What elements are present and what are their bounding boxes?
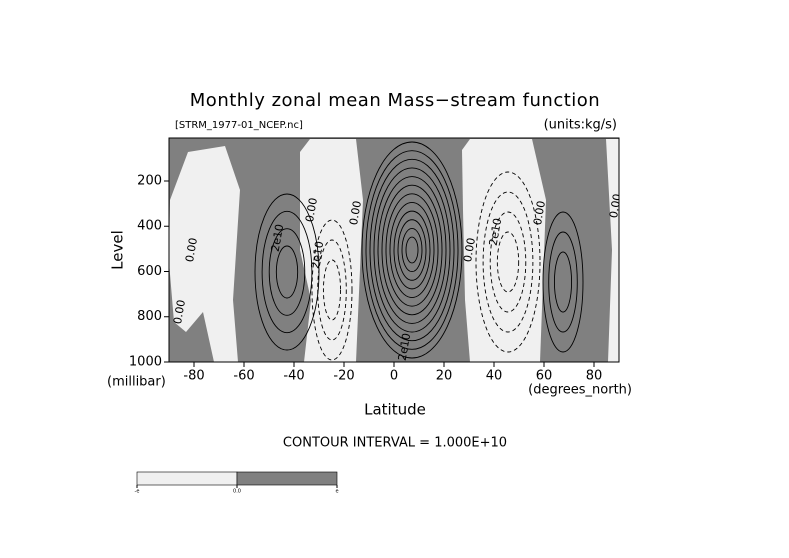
contour-label: 0.00: [303, 197, 320, 223]
contour-label: 2e10: [309, 240, 327, 270]
contour-line: [496, 231, 520, 293]
x-tick-label: -40: [283, 369, 304, 384]
contour-line: [401, 227, 423, 273]
contour-line: [268, 228, 306, 316]
contour-line: [542, 211, 584, 353]
x-unit-label: (degrees_north): [528, 383, 632, 398]
contour-line: [489, 211, 527, 313]
positive-region: [606, 139, 619, 362]
contour-line: [361, 141, 463, 359]
contour-label: 2e10: [269, 223, 287, 253]
contour-interval: CONTOUR INTERVAL = 1.000E+10: [283, 436, 507, 451]
contour-line: [397, 219, 427, 281]
y-tick-label: 400: [137, 219, 162, 234]
positive-region: [169, 146, 240, 362]
colorbar-label: 0.0: [233, 489, 241, 495]
contour-line: [311, 219, 353, 361]
contour-label: 0.00: [607, 193, 624, 219]
y-tick-label: 1000: [129, 355, 162, 370]
contour-line: [365, 150, 459, 350]
chart-title: Monthly zonal mean Mass−stream function: [190, 90, 600, 111]
subtitle: [STRM_1977-01_NCEP.nc]: [175, 120, 303, 131]
x-tick-label: -60: [233, 369, 254, 384]
contour-line: [475, 171, 541, 353]
units-label: (units:kg/s): [544, 118, 617, 133]
positive-region: [462, 139, 546, 362]
contour-line: [405, 236, 419, 264]
x-tick-label: -80: [183, 369, 204, 384]
x-axis-label: Latitude: [364, 401, 426, 419]
contour-field: 0.00 0.00 2e10 0.00 2e10 0.00 0.00 2e10 0.00 0.00…: [169, 138, 624, 362]
y-tick-label: 600: [137, 264, 162, 279]
y-tick-label: 200: [137, 173, 162, 188]
contour-line: [261, 210, 313, 334]
contour-line: [377, 176, 447, 324]
contour-line: [548, 231, 578, 333]
contour-label: 0.00: [531, 200, 548, 226]
y-unit-label: (millibar): [107, 375, 166, 390]
x-tick-label: 60: [536, 369, 553, 384]
y-tick-label: 800: [137, 309, 162, 324]
contour-line: [373, 167, 451, 333]
x-tick-label: 80: [586, 369, 603, 384]
contour-line: [389, 202, 435, 298]
contour-line: [369, 158, 455, 342]
contour-label: 2e10: [487, 217, 505, 247]
x-tick-label: 40: [486, 369, 503, 384]
colorbar-swatch: [236, 471, 338, 486]
contour-line: [482, 191, 534, 333]
contour-label: 0.00: [171, 299, 188, 325]
contour-line: [322, 259, 342, 321]
contour-label: 0.00: [461, 237, 478, 263]
x-tick-label: -20: [333, 369, 354, 384]
contour-label: 0.00: [183, 237, 200, 263]
contour-label: 0.00: [347, 200, 364, 226]
colorbar-label: e: [335, 489, 338, 495]
contour-line: [393, 210, 431, 290]
contour-line: [553, 251, 573, 313]
contour-label: 2e10: [396, 332, 414, 362]
y-axis-label: Level: [109, 230, 127, 270]
contour-line: [385, 193, 439, 307]
colorbar-swatch: [136, 471, 238, 486]
contour-line: [317, 239, 347, 341]
contour-line: [381, 184, 443, 316]
x-tick-label: 0: [390, 369, 398, 384]
colorbar-label: -e: [135, 489, 140, 495]
contour-line: [275, 245, 299, 299]
x-tick-label: 20: [436, 369, 453, 384]
